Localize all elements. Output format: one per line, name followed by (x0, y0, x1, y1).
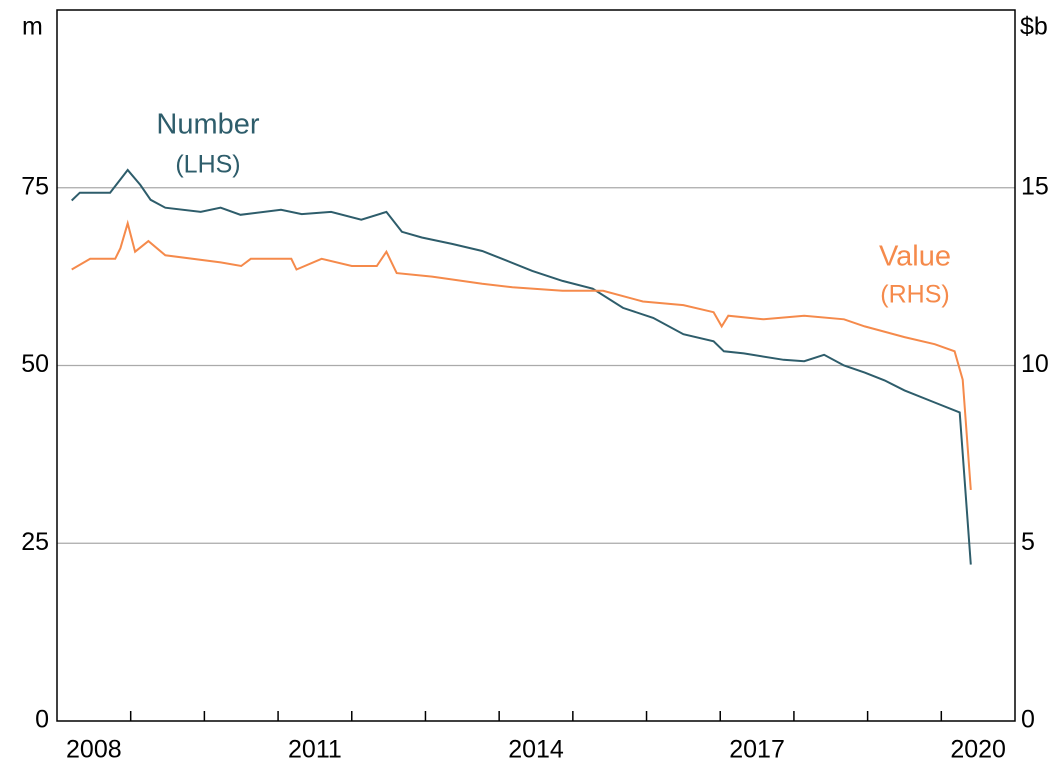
legend-label: Value (879, 241, 951, 273)
series-line (71, 168, 972, 565)
series-line (71, 219, 972, 490)
y2-tick-label: 15 (1021, 172, 1049, 200)
y-tick-label: 75 (21, 172, 49, 200)
legend-note: (LHS) (175, 151, 240, 179)
x-tick-label: 2011 (288, 736, 342, 764)
y2-tick-label: 10 (1021, 350, 1049, 378)
y2-tick-label: 0 (1021, 706, 1035, 734)
x-tick-label: 2017 (729, 736, 785, 764)
y-axis-label: m (22, 13, 43, 41)
x-tick-label: 2020 (950, 736, 1006, 764)
x-tick-label: 2014 (508, 736, 564, 764)
y-tick-label: 50 (21, 350, 49, 378)
legend-label: Number (156, 109, 259, 141)
y2-tick-label: 5 (1021, 528, 1035, 556)
y-tick-label: 0 (35, 706, 49, 734)
y-tick-label: 25 (21, 528, 49, 556)
y2-axis-label: $b (1020, 13, 1048, 41)
legend-note: (RHS) (880, 281, 949, 309)
plot-frame (56, 9, 1016, 722)
x-tick-label: 2008 (66, 736, 122, 764)
